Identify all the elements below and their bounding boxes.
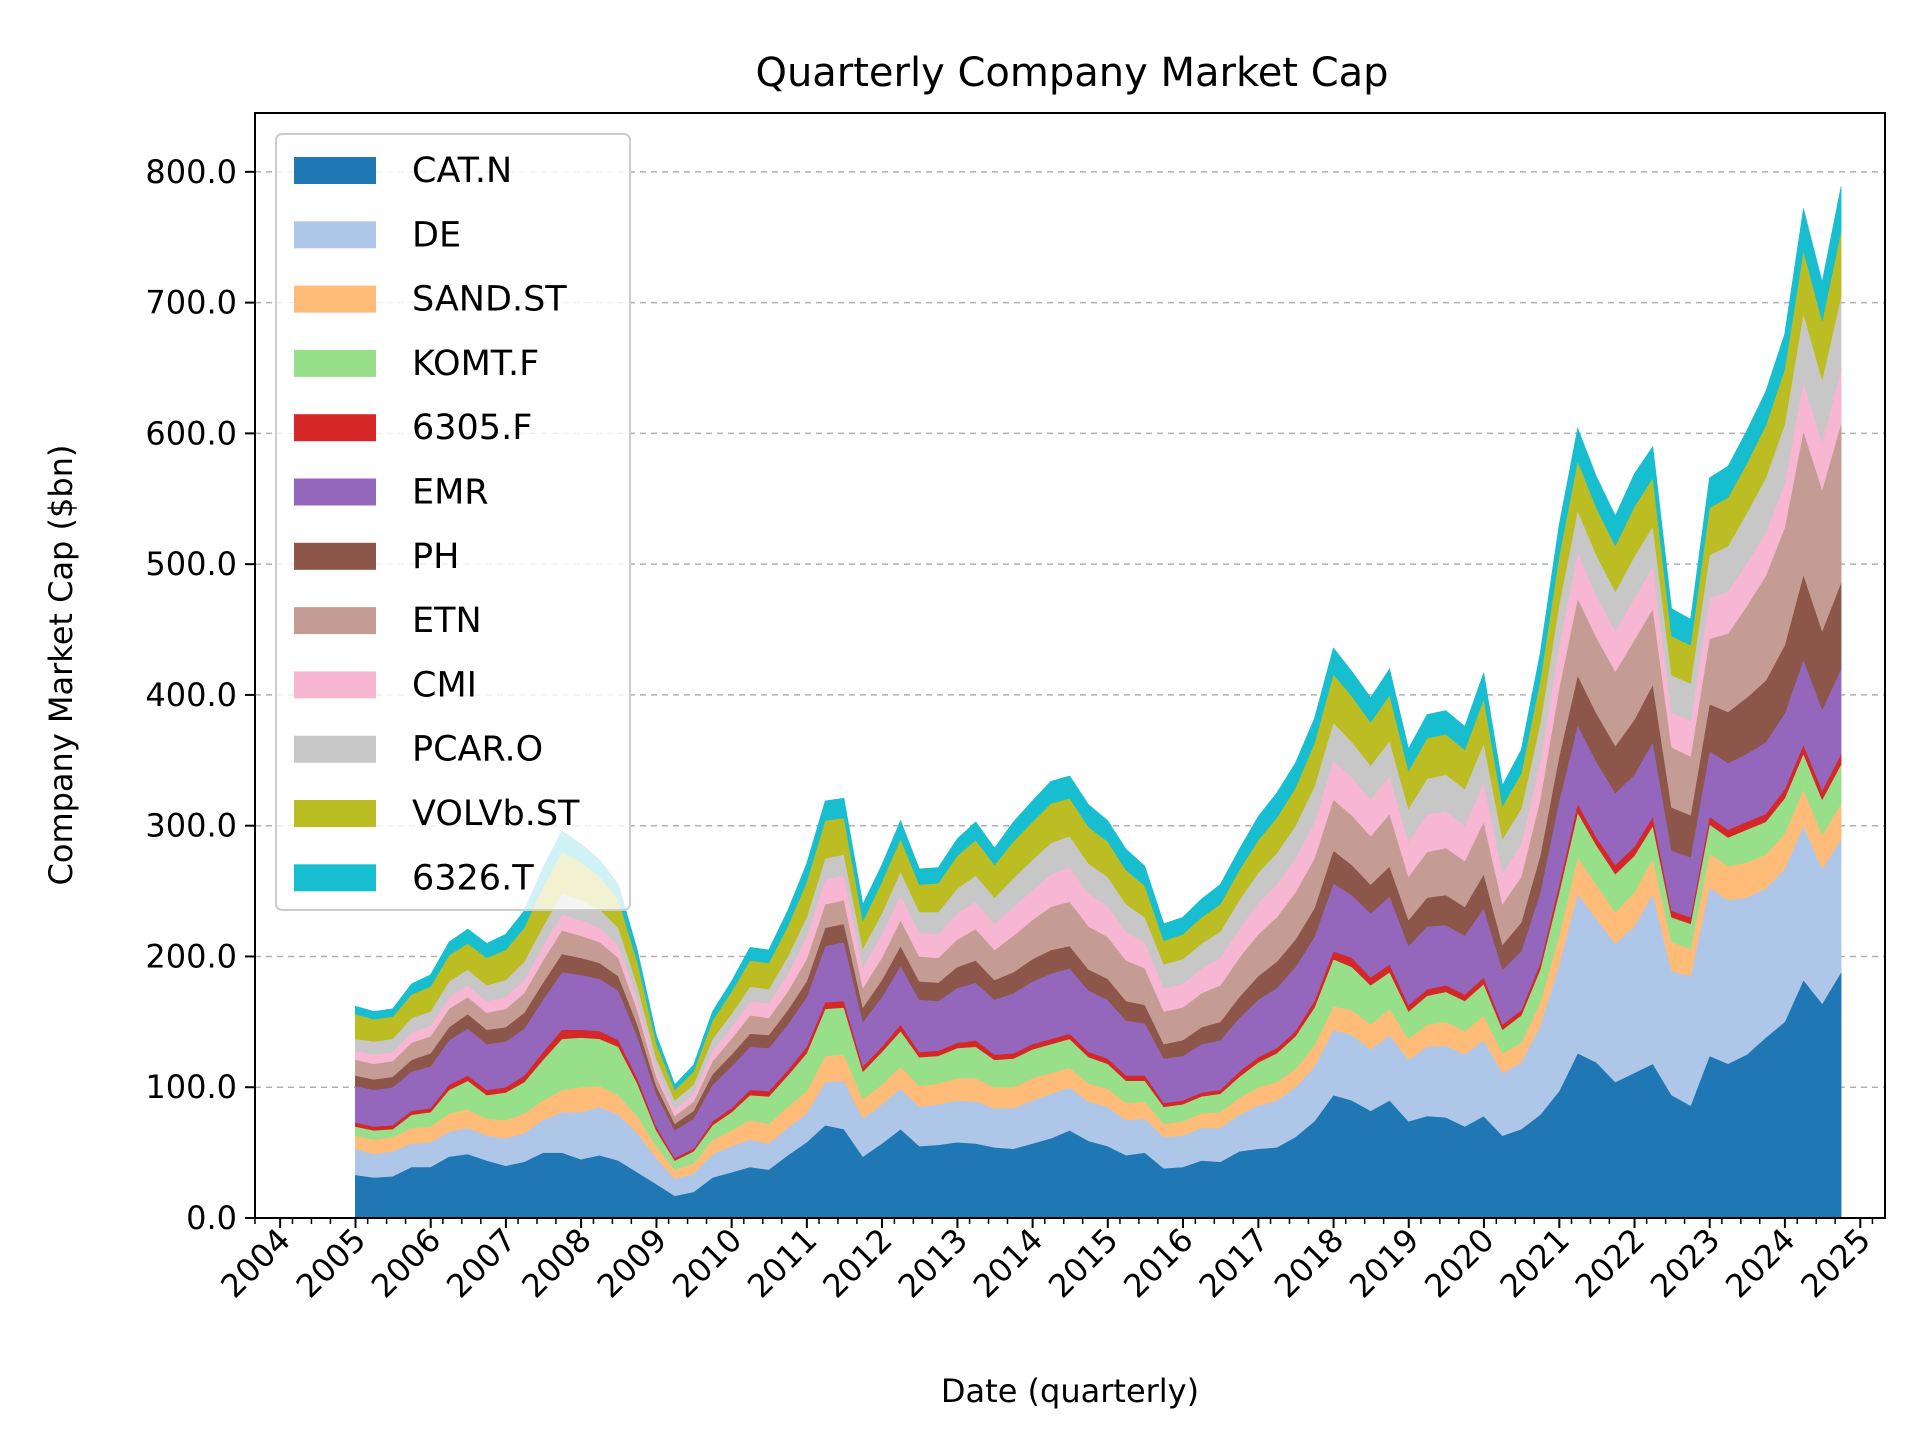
legend-swatch [294, 671, 376, 699]
legend-swatch [294, 735, 376, 763]
legend-swatch [294, 542, 376, 570]
y-tick-label: 400.0 [145, 676, 237, 714]
legend-swatch [294, 285, 376, 313]
legend-label: VOLVb.ST [412, 794, 580, 834]
legend-label: PH [412, 537, 459, 577]
legend-swatch [294, 221, 376, 249]
x-axis-label: Date (quarterly) [941, 1372, 1199, 1410]
area-6326-t [355, 186, 1842, 1091]
stacked-areas [355, 186, 1842, 1219]
legend-label: ETN [412, 601, 482, 641]
legend-swatch [294, 414, 376, 442]
legend-label: 6326.T [412, 858, 534, 898]
y-tick-label: 700.0 [145, 284, 237, 322]
legend-box [275, 133, 631, 911]
legend-swatch [294, 478, 376, 506]
legend-label: KOMT.F [412, 344, 539, 384]
plot-frame [254, 112, 1886, 1219]
legend-label: PCAR.O [412, 730, 543, 770]
legend-swatch [294, 157, 376, 184]
legend-swatch [294, 349, 376, 377]
y-tick-label: 300.0 [145, 807, 237, 845]
legend-label: CAT.N [412, 151, 512, 191]
y-axis-label: Company Market Cap ($bn) [42, 445, 80, 886]
legend-label: SAND.ST [412, 280, 567, 320]
y-tick-label: 500.0 [145, 545, 237, 583]
y-tick-label: 0.0 [186, 1199, 237, 1237]
legend-swatch [294, 607, 376, 635]
chart-title: Quarterly Company Market Cap [755, 50, 1388, 96]
y-tick-label: 200.0 [145, 937, 237, 975]
legend-swatch [294, 800, 376, 827]
y-tick-label: 800.0 [145, 153, 237, 191]
legend-swatch [294, 864, 376, 892]
y-tick-label: 100.0 [145, 1068, 237, 1106]
legend: CAT.N DE SAND.ST KOMT.F 6305.F EMR PH ETN CMI PCA… [275, 133, 631, 911]
legend-label: EMR [412, 473, 489, 513]
legend-label: 6305.F [412, 408, 532, 448]
y-axis: 0.0 100.0 200.0 300.0 400.0 500.0 600.0 700.0 80… [145, 153, 255, 1237]
legend-label: DE [412, 215, 461, 255]
y-tick-label: 600.0 [145, 414, 237, 452]
legend-label: CMI [412, 665, 477, 705]
